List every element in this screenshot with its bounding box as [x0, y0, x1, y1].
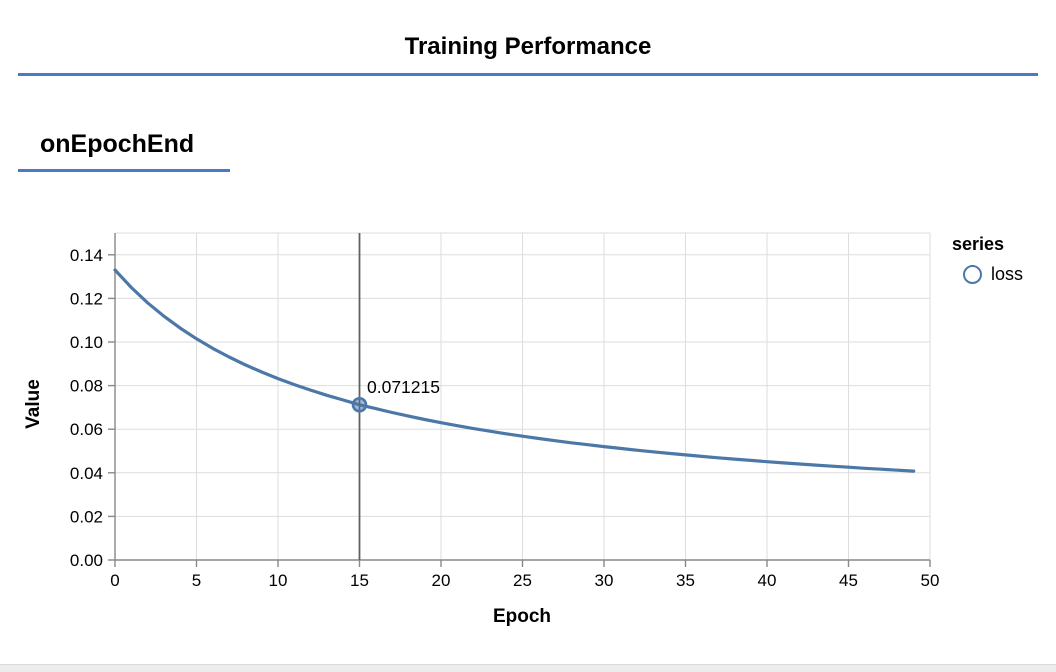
y-tick-label: 0.00 [70, 551, 103, 570]
cursor-value-label: 0.071215 [367, 377, 440, 397]
bottom-page-edge [0, 664, 1056, 672]
chart-legend: series loss [952, 234, 1023, 285]
y-tick-label: 0.08 [70, 377, 103, 396]
x-tick-label: 25 [513, 571, 532, 590]
y-tick-label: 0.04 [70, 464, 103, 483]
legend-entry-label: loss [991, 264, 1024, 284]
y-tick-label: 0.02 [70, 507, 103, 526]
section-title: onEpochEnd [40, 130, 195, 158]
highlighted-point-marker [351, 396, 368, 413]
y-axis-title: Value [23, 379, 44, 429]
legend-title: series [952, 234, 1005, 254]
x-tick-label: 45 [839, 571, 858, 590]
x-axis-title: Epoch [492, 606, 552, 627]
title-divider [18, 73, 1038, 76]
legend-circle-icon [963, 265, 982, 284]
legend-entry-loss: loss [963, 264, 1023, 285]
x-tick-label: 5 [192, 571, 201, 590]
section-divider [18, 169, 230, 172]
y-tick-label: 0.14 [70, 246, 103, 265]
page-title: Training Performance [404, 33, 652, 60]
y-tick-label: 0.12 [70, 289, 103, 308]
x-tick-label: 10 [269, 571, 288, 590]
y-tick-label: 0.10 [70, 333, 103, 352]
x-tick-label: 50 [921, 571, 940, 590]
x-tick-label: 0 [110, 571, 119, 590]
x-tick-label: 15 [350, 571, 369, 590]
x-tick-label: 35 [676, 571, 695, 590]
x-tick-label: 20 [432, 571, 451, 590]
y-tick-label: 0.06 [70, 420, 103, 439]
x-tick-label: 40 [758, 571, 777, 590]
series-line-loss [113, 268, 916, 473]
x-tick-label: 30 [595, 571, 614, 590]
